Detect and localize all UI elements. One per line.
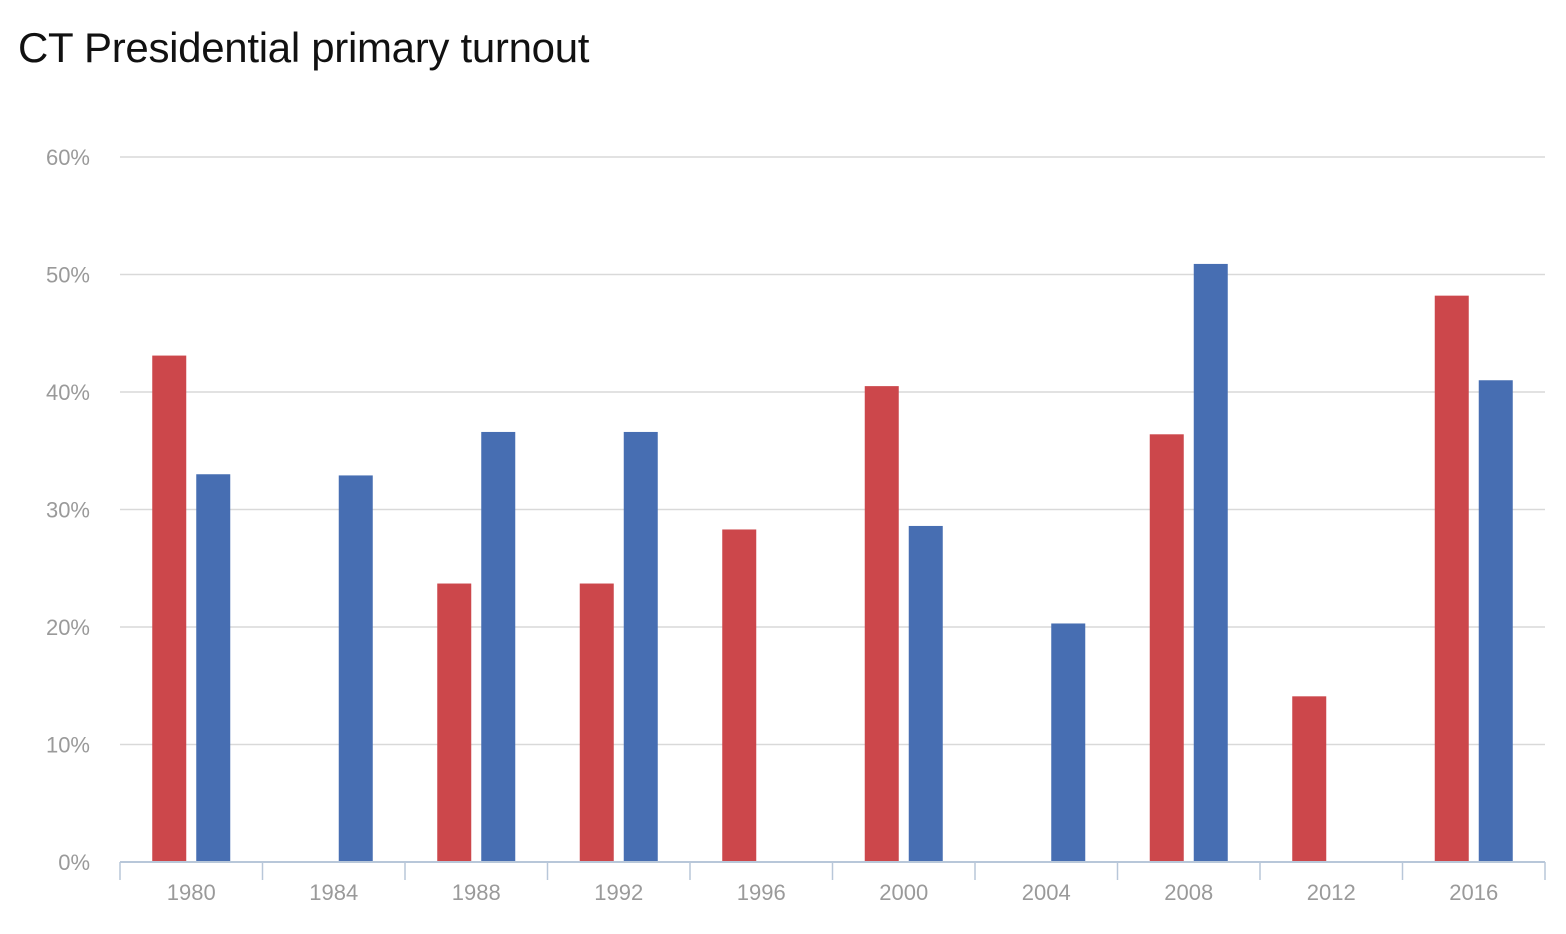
- bar-2000-series-1: [864, 386, 899, 862]
- x-tick-label: 1988: [452, 880, 501, 905]
- y-tick-label: 60%: [46, 145, 90, 170]
- y-tick-label: 20%: [46, 615, 90, 640]
- bar-1996-series-1: [722, 529, 757, 862]
- bar-2004-series-2: [1051, 623, 1086, 862]
- y-tick-label: 0%: [58, 850, 90, 875]
- bar-1992-series-1: [579, 583, 614, 862]
- y-tick-label: 40%: [46, 380, 90, 405]
- x-tick-label: 2008: [1164, 880, 1213, 905]
- x-tick-label: 1984: [309, 880, 358, 905]
- bar-1988-series-1: [437, 583, 472, 862]
- bar-2008-series-1: [1149, 434, 1184, 862]
- bar-1984-series-2: [338, 475, 373, 862]
- bar-1988-series-2: [481, 431, 516, 862]
- bar-2016-series-1: [1434, 295, 1469, 862]
- x-tick-label: 2000: [879, 880, 928, 905]
- y-tick-label: 50%: [46, 263, 90, 288]
- x-tick-label: 1980: [167, 880, 216, 905]
- bar-1980-series-2: [196, 474, 231, 862]
- x-tick-label: 2016: [1449, 880, 1498, 905]
- bar-2016-series-2: [1478, 380, 1513, 862]
- bar-1992-series-2: [623, 431, 658, 862]
- bar-1980-series-1: [152, 355, 187, 862]
- chart-title: CT Presidential primary turnout: [18, 24, 590, 71]
- x-tick-label: 1992: [594, 880, 643, 905]
- x-tick-label: 2004: [1022, 880, 1071, 905]
- bar-2012-series-1: [1292, 696, 1327, 862]
- y-tick-label: 30%: [46, 498, 90, 523]
- y-tick-label: 10%: [46, 733, 90, 758]
- x-tick-label: 1996: [737, 880, 786, 905]
- bar-2008-series-2: [1193, 263, 1228, 862]
- x-tick-label: 2012: [1307, 880, 1356, 905]
- bar-2000-series-2: [908, 525, 943, 862]
